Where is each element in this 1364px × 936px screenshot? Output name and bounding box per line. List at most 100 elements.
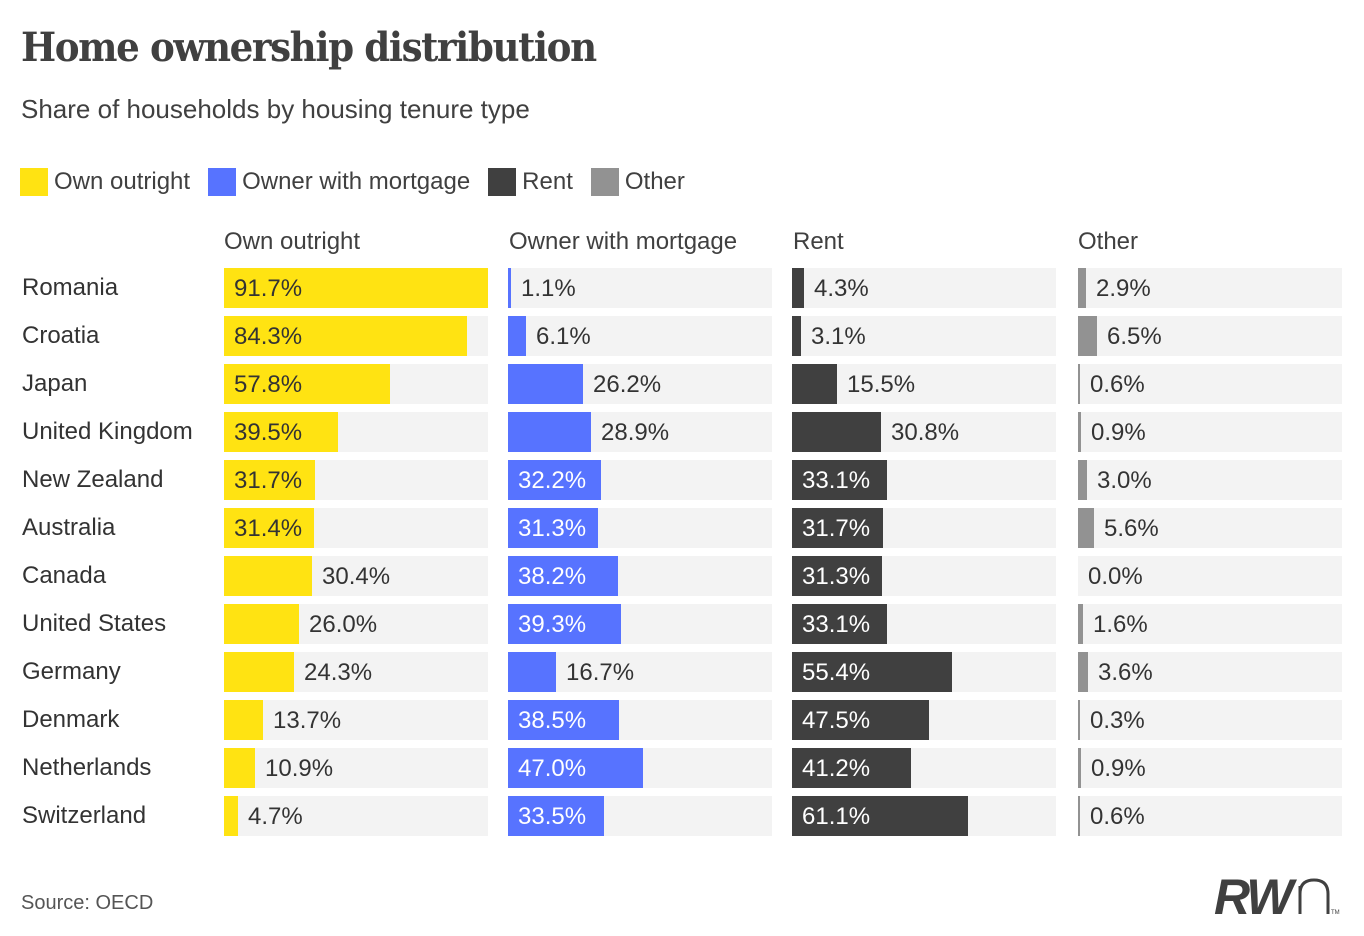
bar-own-outright — [224, 652, 294, 692]
bar-rent — [792, 268, 804, 308]
bar-track-other: 0.9% — [1078, 412, 1342, 452]
value-label: 4.7% — [248, 803, 303, 830]
value-label: 31.3% — [802, 563, 871, 590]
bar-track-mortgage: 26.2% — [508, 364, 772, 404]
row-label: Canada — [22, 562, 107, 589]
row-label: United States — [22, 610, 167, 637]
bar-other — [1078, 412, 1081, 452]
row-label: Switzerland — [22, 802, 147, 829]
bar-own-outright — [224, 268, 488, 308]
value-label: 5.6% — [1104, 515, 1159, 542]
bar-other — [1078, 316, 1097, 356]
bar-track-own-outright: 30.4% — [224, 556, 488, 596]
value-label: 1.6% — [1093, 611, 1148, 638]
bar-track-rent: 30.8% — [792, 412, 1056, 452]
bar-mortgage — [508, 508, 598, 548]
value-label: 24.3% — [304, 659, 373, 686]
bar-track-mortgage: 32.2% — [508, 460, 772, 500]
value-label: 31.3% — [518, 515, 587, 542]
bar-other — [1078, 604, 1083, 644]
value-label: 55.4% — [802, 659, 871, 686]
bar-track-own-outright: 24.3% — [224, 652, 488, 692]
bar-track-mortgage: 39.3% — [508, 604, 772, 644]
value-label: 0.3% — [1090, 707, 1145, 734]
bar-track-rent: 41.2% — [792, 748, 1056, 788]
bar-rent — [792, 364, 837, 404]
bar-other — [1078, 700, 1080, 740]
bar-own-outright — [224, 364, 390, 404]
bar-rent — [792, 412, 881, 452]
value-label: 39.5% — [234, 419, 303, 446]
column-header-mortgage: Owner with mortgage — [509, 228, 738, 255]
bar-own-outright — [224, 748, 255, 788]
value-label: 3.1% — [811, 323, 866, 350]
value-label: 31.7% — [802, 515, 871, 542]
value-label: 41.2% — [802, 755, 871, 782]
bar-track-own-outright: 31.4% — [224, 508, 488, 548]
bar-track-mortgage: 6.1% — [508, 316, 772, 356]
bar-track-own-outright: 13.7% — [224, 700, 488, 740]
value-label: 6.1% — [536, 323, 591, 350]
bar-mortgage — [508, 268, 511, 308]
legend-swatch-other — [590, 168, 619, 196]
bar-rent — [792, 748, 911, 788]
legend-swatch-own-outright — [20, 168, 48, 196]
value-label: 3.0% — [1097, 467, 1152, 494]
value-label: 26.2% — [593, 371, 662, 398]
bar-rent — [792, 508, 883, 548]
bar-track-rent: 61.1% — [792, 796, 1056, 836]
legend-label: Owner with mortgage — [242, 168, 471, 195]
bar-track-other: 3.6% — [1078, 652, 1342, 692]
value-label: 30.8% — [891, 419, 960, 446]
bar-track-rent: 31.3% — [792, 556, 1056, 596]
column-header-rent: Rent — [793, 228, 844, 255]
legend-item-rent: Rent — [488, 168, 573, 196]
value-label: 91.7% — [234, 275, 303, 302]
bar-own-outright — [224, 700, 263, 740]
value-label: 61.1% — [802, 803, 871, 830]
bar-track-mortgage: 31.3% — [508, 508, 772, 548]
value-label: 0.6% — [1090, 371, 1145, 398]
bar-track-own-outright: 57.8% — [224, 364, 488, 404]
bar-own-outright — [224, 556, 312, 596]
legend-swatch-mortgage — [208, 168, 237, 196]
bar-own-outright — [224, 412, 338, 452]
bar-track-other: 6.5% — [1078, 316, 1342, 356]
column-header-own-outright: Own outright — [224, 228, 361, 255]
value-label: 28.9% — [601, 419, 670, 446]
chart-title: Home ownership distribution — [21, 24, 597, 71]
row-label: New Zealand — [22, 466, 164, 493]
bar-track-own-outright: 4.7% — [224, 796, 488, 836]
row-label: United Kingdom — [22, 418, 193, 445]
bar-track-own-outright: 39.5% — [224, 412, 488, 452]
value-label: 0.9% — [1091, 419, 1146, 446]
bar-track-rent: 31.7% — [792, 508, 1056, 548]
value-label: 33.5% — [518, 803, 587, 830]
bar-track-mortgage: 16.7% — [508, 652, 772, 692]
bar-track-own-outright: 10.9% — [224, 748, 488, 788]
value-label: 26.0% — [309, 611, 378, 638]
bar-mortgage — [508, 796, 604, 836]
bar-track-rent: 33.1% — [792, 460, 1056, 500]
bar-track-own-outright: 84.3% — [224, 316, 488, 356]
bar-track-other: 0.9% — [1078, 748, 1342, 788]
bar-rent — [792, 700, 929, 740]
legend-label: Own outright — [54, 168, 191, 195]
bar-rent — [792, 652, 952, 692]
bar-track-other: 0.0% — [1078, 556, 1342, 596]
bar-own-outright — [224, 604, 299, 644]
row-label: Croatia — [22, 322, 100, 349]
bar-track-mortgage: 47.0% — [508, 748, 772, 788]
value-label: 0.9% — [1091, 755, 1146, 782]
bar-track-other: 0.6% — [1078, 364, 1342, 404]
bar-mortgage — [508, 556, 618, 596]
value-label: 4.3% — [814, 275, 869, 302]
bar-track-other: 5.6% — [1078, 508, 1342, 548]
value-label: 38.5% — [518, 707, 587, 734]
bar-track-rent: 3.1% — [792, 316, 1056, 356]
value-label: 32.2% — [518, 467, 587, 494]
value-label: 47.0% — [518, 755, 587, 782]
bar-mortgage — [508, 316, 526, 356]
bar-mortgage — [508, 364, 583, 404]
value-label: 31.4% — [234, 515, 303, 542]
